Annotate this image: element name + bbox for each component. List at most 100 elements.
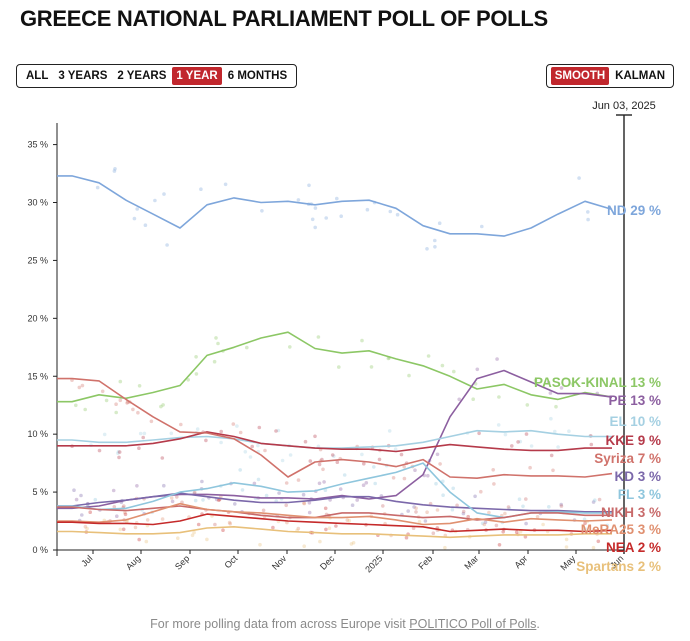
- x-tick-label: Oct: [222, 553, 239, 570]
- poll-dot-kd: [233, 502, 237, 506]
- trend-line-kke[interactable]: [57, 431, 612, 453]
- poll-dot-mera25: [414, 506, 418, 511]
- trend-line-spartans[interactable]: [57, 526, 612, 539]
- end-label-el: EL 10 %: [609, 414, 661, 429]
- poll-dot-pe: [548, 391, 553, 395]
- poll-dot-nd: [313, 206, 318, 210]
- poll-dot-spartans: [176, 536, 180, 540]
- poll-dot-spartans: [258, 542, 262, 547]
- poll-dot-pasok-kinal: [118, 379, 123, 384]
- poll-dot-el: [102, 432, 107, 437]
- poll-dot-mera25: [227, 520, 232, 525]
- trend-line-kd[interactable]: [57, 492, 612, 513]
- poll-dot-kke: [320, 457, 324, 462]
- poll-dot-el: [256, 443, 260, 448]
- poll-dot-pasok-kinal: [83, 407, 87, 412]
- x-tick-label: Apr: [512, 553, 529, 570]
- poll-dot-mera25: [169, 496, 174, 500]
- poll-dot-fl: [264, 493, 269, 498]
- end-label-mera25: MeRA25 3 %: [581, 522, 661, 537]
- trend-line-syriza[interactable]: [57, 377, 613, 479]
- x-tick-label: Feb: [416, 553, 434, 571]
- x-tick-label: Aug: [124, 553, 142, 571]
- trend-line-pe[interactable]: [57, 369, 613, 510]
- range-all-button[interactable]: ALL: [26, 70, 49, 82]
- poll-dot-syriza: [263, 448, 267, 453]
- poll-dot-syriza: [402, 476, 407, 481]
- poll-dot-pasok-kinal: [245, 345, 249, 350]
- poll-dot-nea: [497, 543, 502, 547]
- poll-dot-fl: [451, 486, 456, 491]
- poll-dot-fl: [593, 498, 597, 503]
- poll-dot-nea: [123, 512, 128, 517]
- poll-dot-nea: [324, 527, 328, 532]
- poll-dot-pe: [457, 397, 462, 402]
- poll-dot-spartans: [417, 519, 422, 524]
- poll-dot-mera25: [302, 501, 307, 506]
- poll-dot-syriza: [438, 462, 442, 466]
- range-2-years-button[interactable]: 2 YEARS: [117, 70, 167, 82]
- poll-dot-el: [288, 453, 293, 457]
- range-6-months-button[interactable]: 6 MONTHS: [227, 70, 288, 82]
- poll-dot-nd: [433, 245, 437, 249]
- trend-line-pasok-kinal[interactable]: [57, 331, 613, 403]
- poll-dot-nikh: [411, 526, 416, 530]
- trend-line-nd[interactable]: [57, 175, 613, 237]
- poll-dot-fl: [373, 481, 378, 486]
- poll-dot-fl: [441, 479, 445, 484]
- y-tick-label: 10 %: [27, 429, 48, 439]
- poll-dot-nd: [260, 209, 264, 213]
- poll-dot-mera25: [503, 511, 507, 516]
- poll-dot-fl: [93, 497, 98, 502]
- footer: For more polling data from across Europe…: [0, 617, 690, 631]
- range-1-year-button[interactable]: 1 YEAR: [172, 67, 222, 85]
- poll-dot-pasok-kinal: [570, 382, 575, 386]
- poll-dot-nikh: [381, 504, 385, 508]
- poll-dot-nikh: [431, 531, 436, 535]
- trend-line-nea[interactable]: [57, 513, 613, 533]
- poll-dot-el: [248, 455, 253, 459]
- y-tick-label: 0 %: [32, 545, 48, 555]
- poll-dot-el: [316, 444, 321, 449]
- end-label-nd: ND 29 %: [607, 203, 661, 218]
- kalman-button[interactable]: KALMAN: [615, 70, 665, 82]
- poll-dot-mera25: [228, 521, 232, 526]
- poll-dot-nd: [223, 182, 228, 187]
- poll-dot-mera25: [193, 490, 197, 495]
- poll-dot-spartans: [118, 527, 123, 532]
- trend-line-nikh[interactable]: [57, 505, 612, 521]
- poll-dot-nd: [313, 225, 318, 230]
- trend-line-mera25[interactable]: [57, 502, 613, 526]
- poll-dot-spartans: [302, 544, 307, 548]
- poll-dot-nea: [466, 514, 471, 519]
- poll-dot-nikh: [122, 504, 126, 508]
- poll-dot-fl: [372, 465, 376, 469]
- poll-dot-pasok-kinal: [426, 354, 431, 358]
- poll-dot-nd: [339, 214, 344, 218]
- poll-dot-nd: [577, 176, 581, 180]
- poll-dot-fl: [521, 504, 525, 509]
- poll-dot-pe: [546, 380, 551, 385]
- poll-dot-pasok-kinal: [316, 335, 321, 339]
- range-3-years-button[interactable]: 3 YEARS: [58, 70, 108, 82]
- poll-dot-kd: [80, 513, 84, 517]
- poll-dot-kd: [350, 503, 355, 508]
- date-cursor[interactable]: Jun 03, 2025: [592, 100, 656, 554]
- poll-dot-spartans: [205, 537, 209, 542]
- poll-dot-fl: [256, 477, 261, 482]
- smooth-button[interactable]: SMOOTH: [550, 67, 610, 85]
- poll-dot-nikh: [455, 503, 459, 508]
- poll-dot-pasok-kinal: [216, 341, 220, 346]
- end-label-kke: KKE 9 %: [605, 433, 661, 448]
- poll-dot-fl: [342, 473, 347, 477]
- poll-dot-fl: [583, 527, 587, 531]
- poll-dot-nea: [334, 524, 338, 528]
- poll-dot-mera25: [296, 526, 301, 531]
- poll-dot-nikh: [559, 504, 564, 508]
- poll-dot-pe: [252, 481, 257, 486]
- poll-of-polls-link[interactable]: POLITICO Poll of Polls: [409, 617, 537, 631]
- poll-dot-fl: [193, 498, 198, 503]
- poll-dot-el: [276, 428, 281, 433]
- x-tick-label: Sep: [173, 553, 191, 571]
- poll-chart[interactable]: 0 % 5 % 10 % 15 % 20 % 25 % 30 % 35 % Jul Aug Sep…: [0, 95, 690, 610]
